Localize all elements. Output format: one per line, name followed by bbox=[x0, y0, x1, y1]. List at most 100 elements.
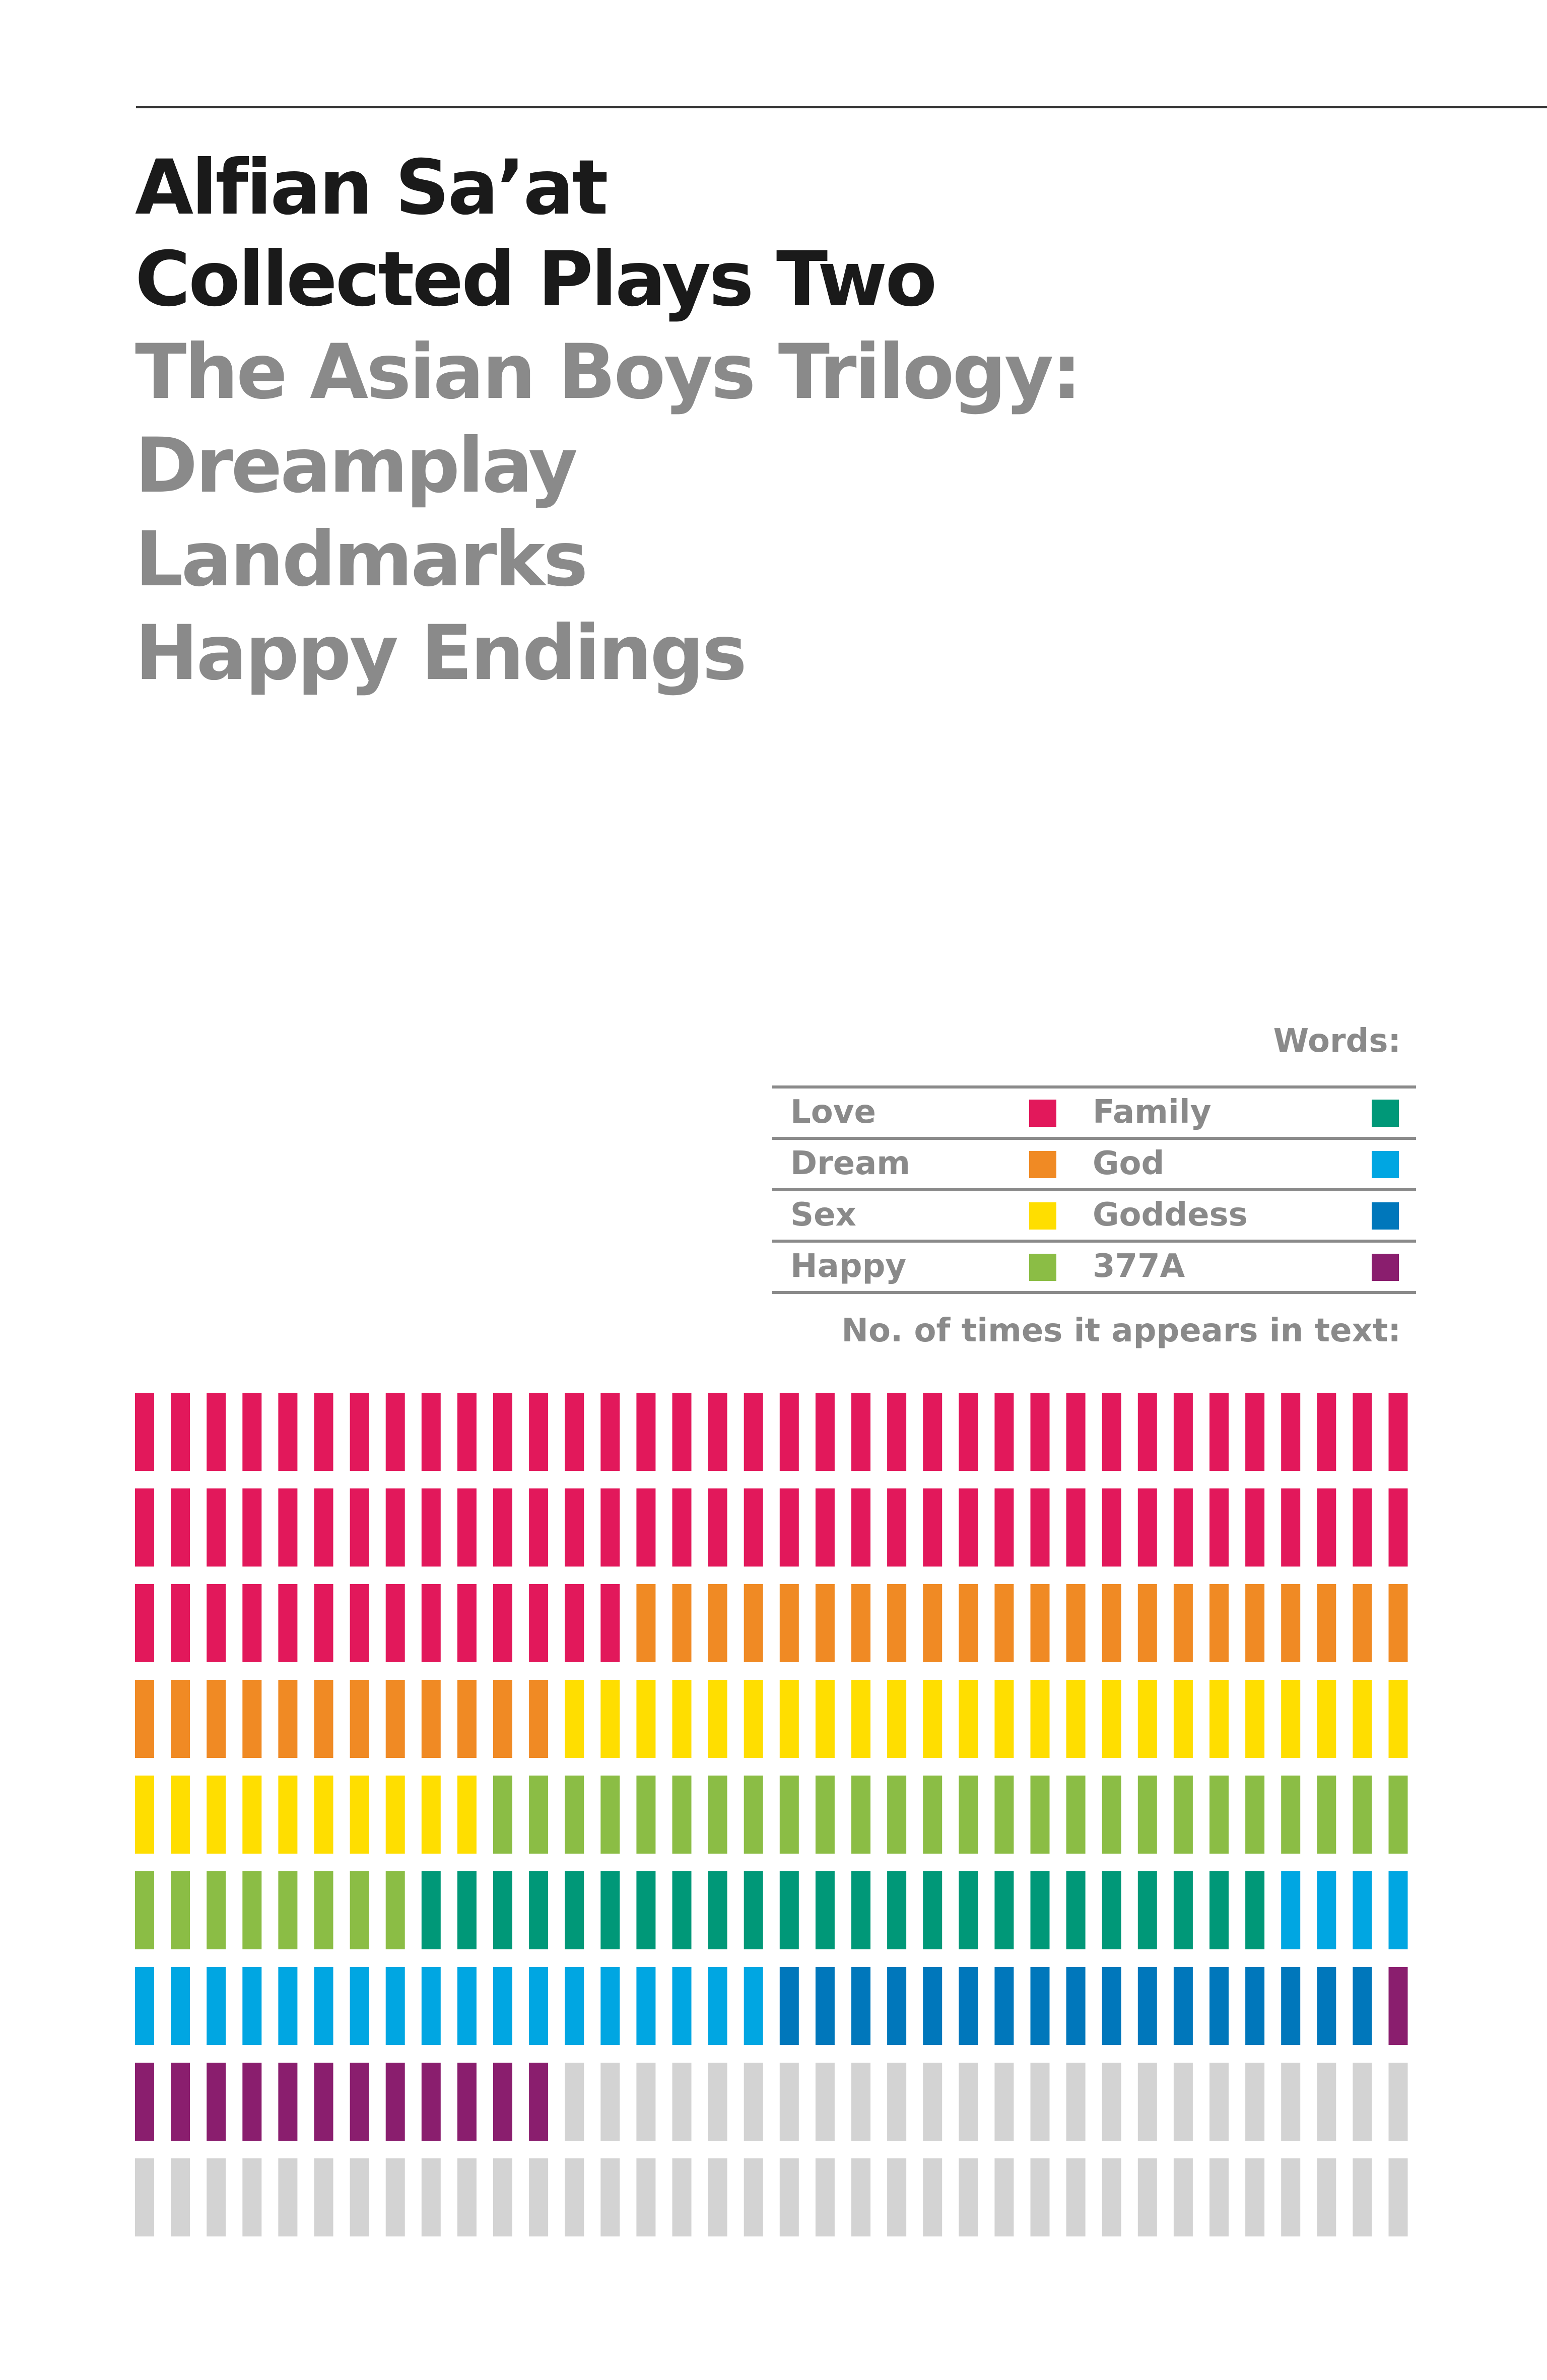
waffle-bar-happy bbox=[1353, 1776, 1372, 1854]
waffle-bar-empty bbox=[207, 2158, 226, 2236]
legend-label-happy: Happy bbox=[790, 1248, 907, 1285]
waffle-bar-empty bbox=[1353, 2158, 1372, 2236]
waffle-bar-love bbox=[815, 1393, 835, 1471]
waffle-bar-empty bbox=[135, 2158, 154, 2236]
waffle-bar-happy bbox=[493, 1776, 512, 1854]
waffle-bar-happy bbox=[923, 1776, 943, 1854]
waffle-bar-empty bbox=[1030, 2158, 1050, 2236]
waffle-bar-dream bbox=[1102, 1584, 1121, 1662]
waffle-bar-empty bbox=[1388, 2158, 1408, 2236]
waffle-bar-377a bbox=[385, 2063, 405, 2141]
legend-swatch-love bbox=[1029, 1100, 1056, 1127]
legend-swatch-dream bbox=[1029, 1151, 1056, 1178]
waffle-bar-happy bbox=[815, 1776, 835, 1854]
waffle-bar-love bbox=[135, 1393, 154, 1471]
waffle-bar-empty bbox=[1353, 2063, 1372, 2141]
waffle-bar-dream bbox=[207, 1680, 226, 1758]
waffle-bar-dream bbox=[636, 1584, 656, 1662]
waffle-bar-dream bbox=[421, 1680, 441, 1758]
waffle-bar-god bbox=[457, 1967, 477, 2045]
waffle-bar-god bbox=[493, 1967, 512, 2045]
legend-row: Happy 377A bbox=[772, 1243, 1416, 1294]
waffle-bar-goddess bbox=[1209, 1967, 1229, 2045]
waffle-bar-empty bbox=[1137, 2158, 1157, 2236]
waffle-bar-love bbox=[1137, 1393, 1157, 1471]
waffle-bar-sex bbox=[636, 1680, 656, 1758]
waffle-bar-love bbox=[493, 1584, 512, 1662]
waffle-bar-family bbox=[1209, 1871, 1229, 1949]
waffle-bar-god bbox=[529, 1967, 549, 2045]
waffle-bar-love bbox=[815, 1488, 835, 1567]
legend-label-dream: Dream bbox=[790, 1145, 910, 1182]
waffle-bar-377a bbox=[529, 2063, 549, 2141]
waffle-bar-love bbox=[1245, 1488, 1265, 1567]
waffle-bar-empty bbox=[278, 2158, 298, 2236]
top-rule bbox=[136, 106, 1547, 108]
waffle-bar-family bbox=[600, 1871, 620, 1949]
waffle-bar-love bbox=[242, 1488, 262, 1567]
waffle-bar-sex bbox=[851, 1680, 870, 1758]
legend-label-god: God bbox=[1093, 1145, 1165, 1182]
waffle-bar-goddess bbox=[1173, 1967, 1193, 2045]
legend-title: Words: bbox=[1273, 1023, 1401, 1060]
waffle-bar-empty bbox=[1102, 2063, 1121, 2141]
waffle-bar-happy bbox=[887, 1776, 907, 1854]
waffle-bar-sex bbox=[1388, 1680, 1408, 1758]
waffle-bar-love bbox=[851, 1393, 870, 1471]
waffle-bar-happy bbox=[1209, 1776, 1229, 1854]
waffle-bar-empty bbox=[672, 2063, 692, 2141]
waffle-bar-377a bbox=[171, 2063, 190, 2141]
waffle-bar-family bbox=[887, 1871, 907, 1949]
waffle-bar-empty bbox=[851, 2063, 870, 2141]
waffle-bar-empty bbox=[815, 2158, 835, 2236]
waffle-bar-love bbox=[385, 1584, 405, 1662]
waffle-bar-dream bbox=[708, 1584, 727, 1662]
author-name: Alfian Sa’at bbox=[135, 144, 609, 232]
waffle-bar-happy bbox=[636, 1776, 656, 1854]
waffle-bar-sex bbox=[887, 1680, 907, 1758]
waffle-bar-goddess bbox=[994, 1967, 1014, 2045]
waffle-bar-love bbox=[171, 1393, 190, 1471]
waffle-bar-happy bbox=[207, 1871, 226, 1949]
waffle-bar-love bbox=[207, 1393, 226, 1471]
waffle-bar-god bbox=[278, 1967, 298, 2045]
waffle-bar-love bbox=[314, 1393, 333, 1471]
collection-title: Collected Plays Two bbox=[135, 236, 937, 323]
waffle-bar-empty bbox=[1245, 2158, 1265, 2236]
waffle-bar-happy bbox=[1102, 1776, 1121, 1854]
waffle-bar-377a bbox=[421, 2063, 441, 2141]
waffle-bar-377a bbox=[314, 2063, 333, 2141]
waffle-bar-love bbox=[314, 1584, 333, 1662]
waffle-bar-love bbox=[529, 1393, 549, 1471]
waffle-bar-sex bbox=[171, 1776, 190, 1854]
waffle-bar-empty bbox=[923, 2063, 943, 2141]
waffle-bar-love bbox=[171, 1584, 190, 1662]
waffle-bar-empty bbox=[1137, 2063, 1157, 2141]
waffle-bar-love bbox=[565, 1488, 584, 1567]
waffle-bar-love bbox=[350, 1488, 369, 1567]
waffle-bar-sex bbox=[1173, 1680, 1193, 1758]
waffle-bar-377a bbox=[135, 2063, 154, 2141]
legend-row: Sex Goddess bbox=[772, 1191, 1416, 1243]
waffle-bar-377a bbox=[1388, 1967, 1408, 2045]
waffle-bar-happy bbox=[1388, 1776, 1408, 1854]
trilogy-subtitle: The Asian Boys Trilogy: bbox=[135, 328, 1082, 416]
waffle-bar-empty bbox=[171, 2158, 190, 2236]
waffle-bar-family bbox=[565, 1871, 584, 1949]
waffle-bar-family bbox=[1102, 1871, 1121, 1949]
waffle-bar-dream bbox=[1066, 1584, 1086, 1662]
waffle-bar-sex bbox=[1281, 1680, 1301, 1758]
waffle-bar-love bbox=[171, 1488, 190, 1567]
waffle-bar-god bbox=[636, 1967, 656, 2045]
waffle-bar-377a bbox=[242, 2063, 262, 2141]
waffle-bar-god bbox=[135, 1967, 154, 2045]
waffle-bar-happy bbox=[171, 1871, 190, 1949]
waffle-bar-dream bbox=[278, 1680, 298, 1758]
waffle-bar-love bbox=[1102, 1393, 1121, 1471]
waffle-bar-happy bbox=[1245, 1776, 1265, 1854]
count-label: No. of times it appears in text: bbox=[841, 1312, 1401, 1349]
waffle-bar-happy bbox=[565, 1776, 584, 1854]
waffle-bar-dream bbox=[135, 1680, 154, 1758]
waffle-bar-love bbox=[1137, 1488, 1157, 1567]
waffle-bar-god bbox=[708, 1967, 727, 2045]
